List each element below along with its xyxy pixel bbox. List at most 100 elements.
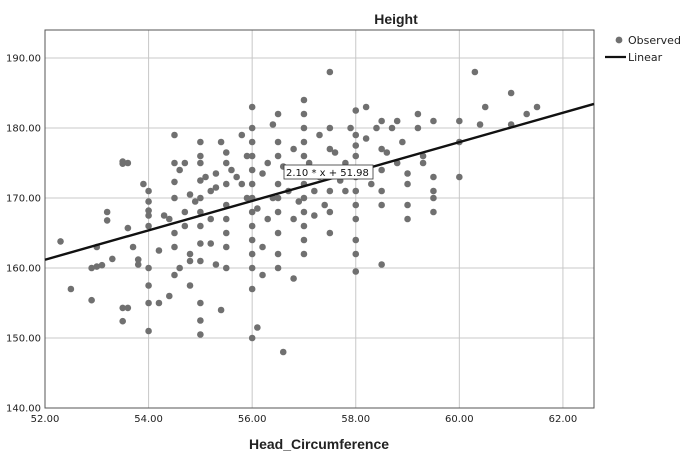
data-point xyxy=(300,222,308,230)
data-point xyxy=(248,103,256,111)
data-point xyxy=(145,299,152,307)
data-point xyxy=(481,103,489,111)
data-point xyxy=(300,96,308,104)
y-tick-label: 190.00 xyxy=(6,54,41,65)
data-point xyxy=(248,124,256,132)
data-point xyxy=(430,194,437,202)
data-point xyxy=(98,261,106,269)
data-point xyxy=(326,124,334,132)
data-point xyxy=(248,180,256,188)
data-point xyxy=(145,207,152,214)
data-point xyxy=(207,215,215,223)
data-point xyxy=(430,187,437,195)
observed-points xyxy=(57,68,541,356)
data-point xyxy=(259,170,266,177)
data-point xyxy=(352,215,360,223)
data-point xyxy=(274,229,282,237)
y-tick-label: 150.00 xyxy=(6,334,41,345)
data-point xyxy=(300,138,308,146)
data-point xyxy=(321,201,328,209)
data-point xyxy=(300,236,308,244)
data-point xyxy=(326,145,334,153)
data-point xyxy=(124,304,132,312)
data-point xyxy=(197,208,204,216)
data-point xyxy=(181,159,189,167)
data-point xyxy=(176,264,183,272)
x-tick-label: 58.00 xyxy=(341,414,370,425)
data-point xyxy=(430,173,437,181)
data-point xyxy=(171,271,178,279)
data-point xyxy=(197,177,204,184)
data-point xyxy=(207,187,215,195)
x-tick-label: 54.00 xyxy=(134,414,163,425)
data-point xyxy=(290,145,297,153)
data-point xyxy=(197,299,204,307)
data-point xyxy=(456,117,463,125)
x-axis-ticks: 52.00 54.00 56.00 58.00 60.00 62.00 xyxy=(31,414,578,425)
data-point xyxy=(399,138,406,146)
data-point xyxy=(222,159,230,167)
data-point xyxy=(456,173,463,181)
data-point xyxy=(419,159,427,167)
legend-observed-label: Observed xyxy=(628,34,681,47)
chart-title: Height xyxy=(374,11,418,27)
data-point xyxy=(347,124,354,132)
data-point xyxy=(197,317,204,324)
fit-equation-box xyxy=(283,164,374,180)
data-point xyxy=(197,159,204,167)
data-point xyxy=(57,238,64,245)
data-point xyxy=(238,131,246,139)
data-point xyxy=(238,180,246,188)
data-point xyxy=(202,173,209,181)
data-point xyxy=(274,194,282,202)
data-point xyxy=(171,159,178,167)
data-point xyxy=(326,68,334,76)
data-point xyxy=(103,217,111,224)
data-point xyxy=(233,173,240,181)
data-point xyxy=(352,268,360,275)
data-point xyxy=(124,224,132,232)
data-point xyxy=(295,198,303,205)
data-point xyxy=(378,166,385,174)
data-point xyxy=(331,149,339,156)
data-point xyxy=(181,222,189,230)
data-point xyxy=(243,152,251,160)
data-point xyxy=(362,103,370,111)
data-point xyxy=(171,178,178,186)
data-point xyxy=(523,110,530,118)
data-point xyxy=(393,117,401,125)
data-point xyxy=(300,110,308,118)
data-point xyxy=(124,159,132,167)
x-tick-label: 56.00 xyxy=(238,414,267,425)
data-point xyxy=(352,187,360,195)
data-point xyxy=(290,275,297,282)
fit-equation-text: 2.10 * x + 51.98 xyxy=(286,168,369,179)
x-tick-label: 62.00 xyxy=(549,414,578,425)
data-point xyxy=(414,124,422,132)
data-point xyxy=(155,247,163,254)
data-point xyxy=(145,327,152,335)
data-point xyxy=(388,124,396,132)
data-point xyxy=(119,304,126,312)
data-point xyxy=(352,107,360,114)
data-point xyxy=(352,131,360,139)
data-point xyxy=(414,110,422,118)
data-point xyxy=(378,117,385,125)
data-point xyxy=(181,208,189,216)
data-point xyxy=(430,117,437,125)
data-point xyxy=(197,138,204,146)
data-point xyxy=(145,212,152,219)
data-point xyxy=(352,250,360,258)
data-point xyxy=(197,240,204,247)
data-point xyxy=(352,201,360,209)
data-point xyxy=(274,110,282,118)
data-point xyxy=(212,170,220,177)
data-point xyxy=(259,243,266,251)
data-point xyxy=(316,131,323,139)
data-point xyxy=(430,208,437,216)
data-point xyxy=(264,159,272,167)
data-point xyxy=(326,208,334,216)
data-point xyxy=(274,180,282,188)
x-tick-label: 52.00 xyxy=(31,414,60,425)
data-point xyxy=(248,334,256,342)
